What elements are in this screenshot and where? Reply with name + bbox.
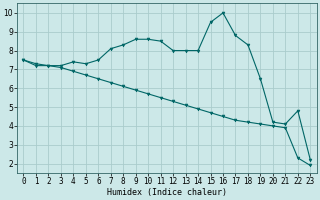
X-axis label: Humidex (Indice chaleur): Humidex (Indice chaleur) <box>107 188 227 197</box>
